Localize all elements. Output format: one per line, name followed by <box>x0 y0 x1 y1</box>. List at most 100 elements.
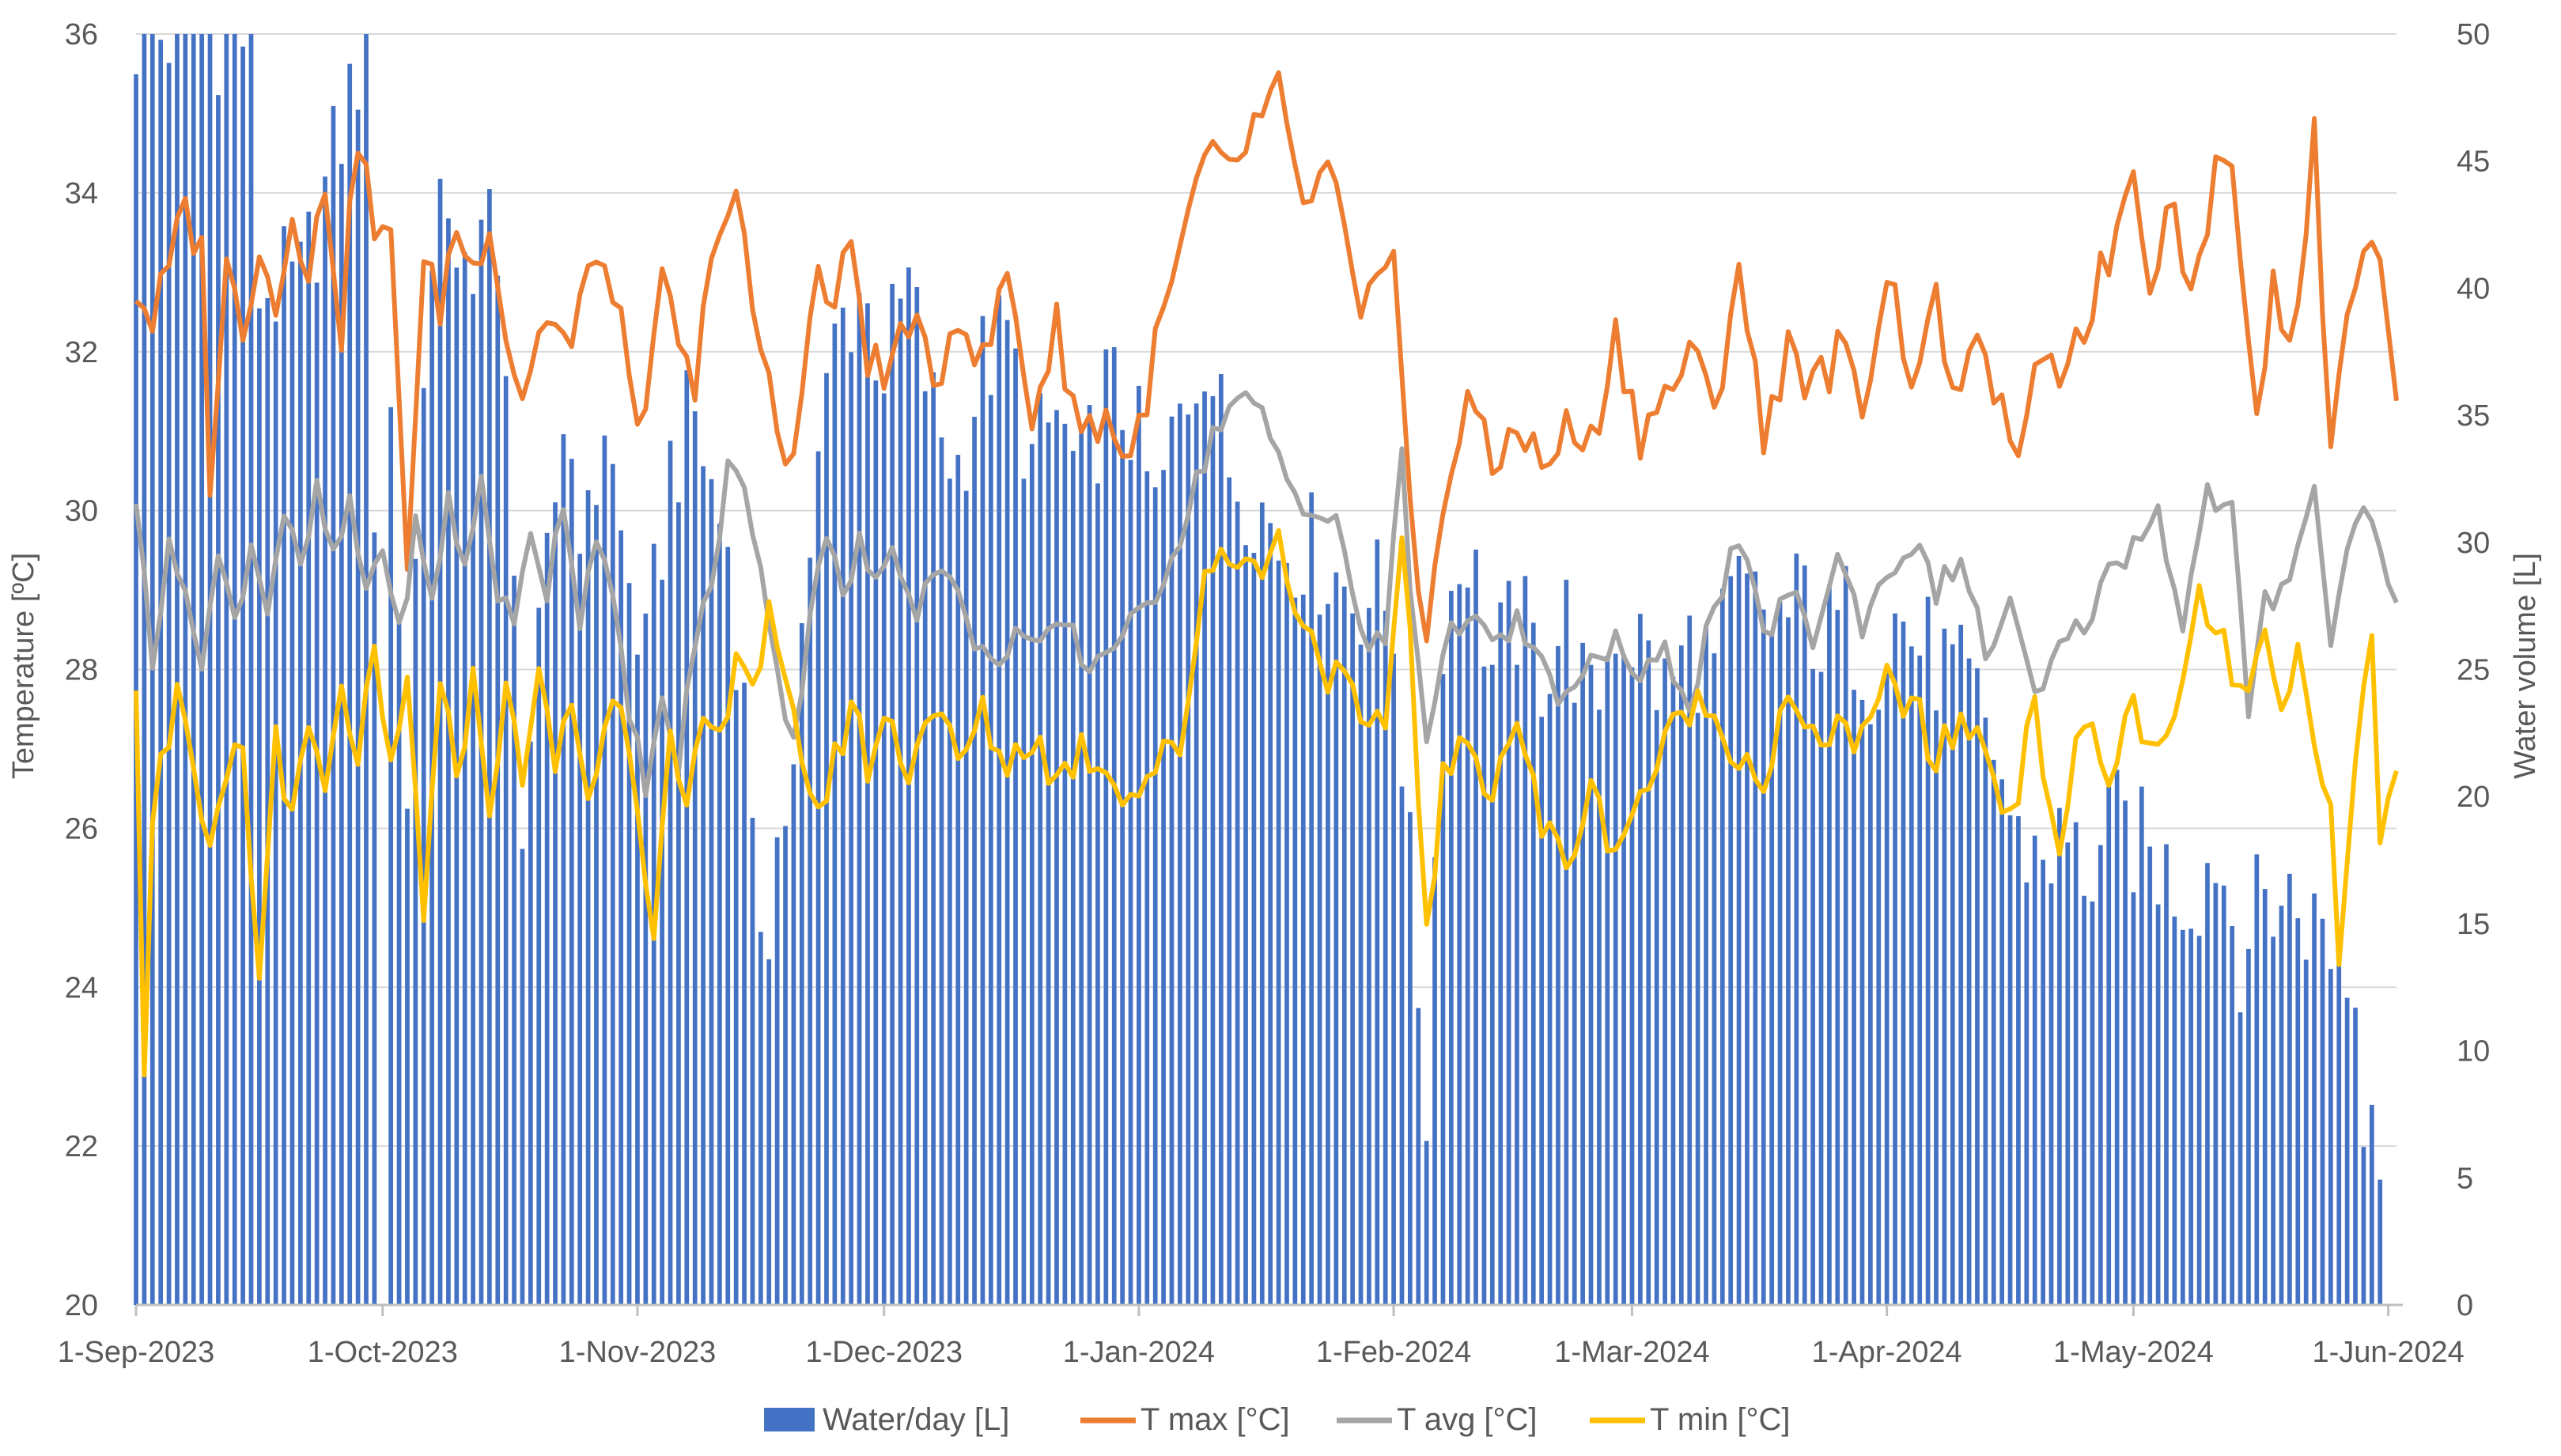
water-bar <box>282 226 286 1305</box>
water-bar <box>1572 702 1577 1305</box>
y-right-tick-label: 45 <box>2457 146 2490 179</box>
water-bar <box>643 613 649 1305</box>
water-bar <box>1629 667 1635 1305</box>
water-bar <box>1818 671 1824 1305</box>
water-bar <box>2213 883 2219 1305</box>
water-bar <box>1432 857 1437 1305</box>
water-bar <box>1120 429 1125 1306</box>
water-bar <box>1638 614 1643 1305</box>
water-bar <box>1983 717 1988 1305</box>
water-bar <box>134 74 138 1306</box>
water-bar <box>750 818 755 1305</box>
water-bar <box>289 261 295 1306</box>
water-bar <box>2114 770 2120 1305</box>
water-bar <box>1243 545 1248 1305</box>
water-bar <box>1999 779 2005 1305</box>
water-bar <box>1605 656 1610 1305</box>
water-bar <box>2106 780 2112 1305</box>
water-bar <box>1843 565 1848 1305</box>
water-bar <box>1218 374 1224 1306</box>
water-bar <box>1054 410 1059 1306</box>
water-bar <box>948 478 952 1305</box>
water-bar <box>1367 607 1371 1305</box>
water-bar <box>2139 786 2144 1305</box>
water-bar <box>1465 587 1470 1305</box>
water-bar <box>1893 613 1897 1305</box>
legend-entry-water: Water/day [L] <box>764 1402 1009 1437</box>
water-bar <box>1925 596 1931 1305</box>
water-bar <box>421 388 426 1305</box>
water-bar <box>791 764 796 1305</box>
water-bar <box>906 267 911 1305</box>
tick-labels: 20 22 24 26 28 30 32 34 36 0 5 10 15 20 25 30 35 40 45 50 1-… <box>58 18 2491 1369</box>
y-right-tick-label: 40 <box>2457 272 2490 305</box>
water-bar <box>1736 555 1742 1305</box>
water-bar <box>1128 459 1133 1305</box>
water-bar <box>1506 581 1511 1305</box>
water-bar <box>2353 1008 2358 1305</box>
water-bar <box>997 295 1002 1305</box>
legend-label-tavg: T avg [°C] <box>1397 1402 1538 1437</box>
x-tick-label: 1-Jan-2024 <box>1063 1336 1215 1369</box>
water-bar <box>2238 1012 2243 1305</box>
water-bar <box>347 63 353 1306</box>
water-bar <box>1137 385 1141 1305</box>
water-bar <box>963 490 969 1305</box>
water-bar <box>1144 471 1150 1306</box>
water-bar <box>1481 666 1487 1305</box>
water-bar <box>799 623 804 1305</box>
water-bar <box>1358 645 1364 1305</box>
y-left-tick-label: 28 <box>65 654 98 687</box>
water-bar <box>437 179 443 1305</box>
y-left-axis-title: Temperature [ºC] <box>7 553 40 779</box>
water-bar <box>1745 573 1750 1305</box>
water-bar <box>1868 724 1873 1305</box>
x-tick-label: 1-Feb-2024 <box>1316 1336 1471 1369</box>
water-bar <box>1975 667 1980 1305</box>
water-bar <box>1235 501 1240 1305</box>
water-bar <box>1350 613 1355 1305</box>
water-bar <box>1761 609 1766 1305</box>
water-bar <box>1070 451 1076 1305</box>
water-bar <box>520 849 525 1305</box>
water-bar <box>561 434 566 1305</box>
water-bar <box>2057 807 2062 1305</box>
water-bar <box>931 372 936 1306</box>
water-bar <box>2180 929 2185 1305</box>
water-bar <box>1588 664 1594 1305</box>
water-bar <box>1021 478 1027 1305</box>
water-bar <box>1966 658 1972 1305</box>
water-bar <box>594 505 599 1305</box>
water-bar <box>2221 885 2226 1305</box>
tavg-line <box>134 390 2399 799</box>
water-bar <box>1753 571 1758 1305</box>
water-bar <box>175 34 180 1305</box>
water-bar <box>1908 646 1914 1305</box>
water-bar <box>725 546 731 1305</box>
water-bar <box>2205 863 2210 1305</box>
water-bar <box>314 282 320 1305</box>
y-right-tick-label: 35 <box>2457 399 2490 433</box>
water-bar <box>158 40 164 1305</box>
water-bar <box>396 622 402 1305</box>
water-bar <box>2361 1147 2366 1305</box>
water-bar <box>2016 815 2021 1305</box>
x-tick-label: 1-Dec-2023 <box>805 1336 963 1369</box>
water-bar <box>684 370 690 1306</box>
x-tick-label: 1-Apr-2024 <box>1812 1336 1962 1369</box>
water-bar <box>1704 625 1708 1305</box>
water-bar <box>1227 477 1232 1305</box>
water-bar <box>1950 644 1955 1305</box>
water-bar <box>2246 948 2251 1305</box>
legend-label-tmax: T max [°C] <box>1141 1402 1290 1437</box>
water-bar <box>454 267 460 1305</box>
water-bar <box>413 558 418 1305</box>
water-bar <box>774 837 780 1305</box>
water-bar <box>1515 664 1519 1305</box>
y-right-tick-label: 20 <box>2457 781 2490 814</box>
water-bar <box>364 34 369 1305</box>
water-bar <box>1769 631 1775 1305</box>
water-bar <box>577 554 583 1305</box>
water-bar <box>1498 602 1504 1305</box>
water-bar <box>1859 699 1865 1305</box>
